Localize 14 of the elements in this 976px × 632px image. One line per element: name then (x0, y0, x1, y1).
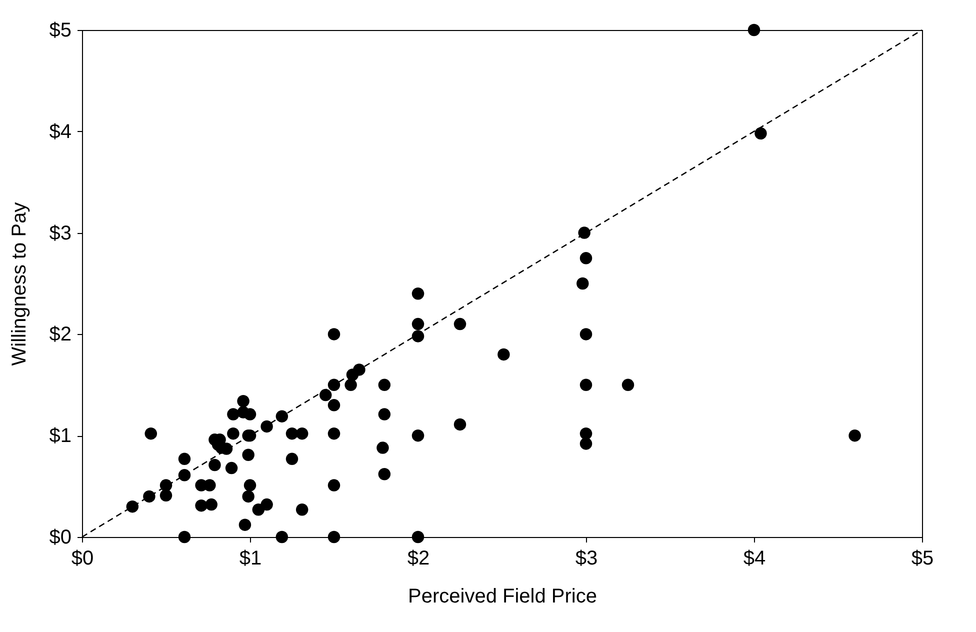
x-tick-label: $2 (407, 548, 430, 570)
x-tick-label: $0 (71, 548, 94, 570)
y-tick-label: $0 (49, 526, 72, 548)
y-tick-label: $5 (49, 20, 72, 42)
x-tick-label: $1 (239, 548, 262, 570)
y-tick-label: $4 (49, 120, 72, 143)
x-tick-label: $5 (911, 548, 934, 570)
y-axis-title: Willingness to Pay (8, 202, 30, 366)
x-axis-title: Perceived Field Price (408, 586, 597, 608)
y-tick-label: $2 (49, 324, 72, 346)
x-tick-label: $4 (743, 548, 766, 570)
y-tick-label: $3 (49, 222, 72, 244)
x-tick-label: $3 (575, 548, 598, 570)
y-tick-label: $1 (49, 425, 72, 448)
